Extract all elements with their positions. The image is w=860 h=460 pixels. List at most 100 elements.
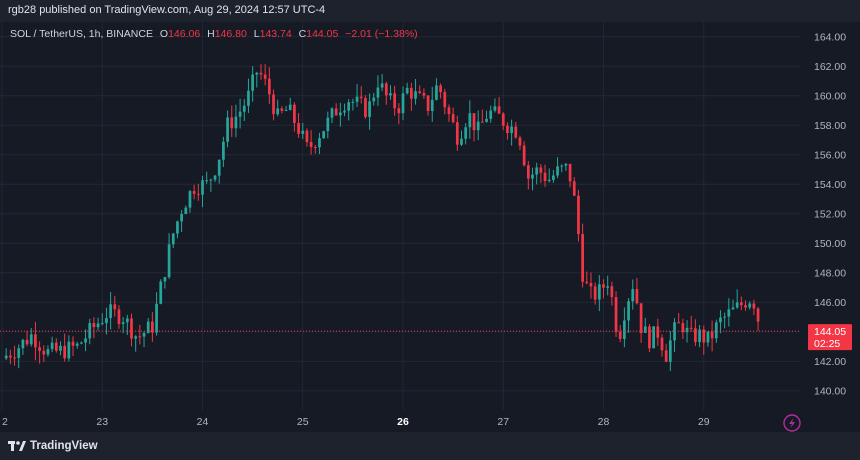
candle-body <box>564 163 568 166</box>
candle-body <box>756 308 760 322</box>
candle-body <box>50 342 54 350</box>
y-tick-label: 164.00 <box>814 31 846 43</box>
candle-body <box>455 122 459 145</box>
tradingview-logo-icon <box>8 440 26 451</box>
candle-body <box>80 342 83 344</box>
candle-body <box>180 214 183 222</box>
time-axis: 2 23 24 25 26 27 28 29 <box>2 416 710 428</box>
candle-body <box>226 117 229 142</box>
close-value: 144.05 <box>306 28 339 40</box>
tradingview-logo[interactable]: TradingView <box>8 440 98 452</box>
candle-body <box>313 147 317 149</box>
candle-body <box>585 281 589 284</box>
y-tick-label: 154.00 <box>814 179 846 191</box>
candle-body <box>284 109 288 111</box>
candle-body <box>125 318 129 323</box>
price-chart[interactable]: 164.00 162.00 160.00 158.00 156.00 154.00 152.… <box>0 22 860 432</box>
candle-body <box>88 323 92 339</box>
candle-body <box>217 159 221 176</box>
candle-body <box>334 108 338 116</box>
y-tick-label: 140.00 <box>814 385 846 397</box>
candle-body <box>163 277 167 282</box>
candle-body <box>694 328 697 343</box>
candle-body <box>689 327 693 329</box>
candle-body <box>272 94 275 115</box>
x-tick-label: 25 <box>297 416 309 428</box>
candle-body <box>518 137 522 146</box>
candle-body <box>543 172 547 182</box>
candle-body <box>514 126 518 138</box>
candle-body <box>673 322 676 341</box>
candle-body <box>372 97 376 102</box>
candle-body <box>105 317 108 324</box>
candle-body <box>489 110 493 119</box>
candle-body <box>597 284 601 300</box>
candle-body <box>222 141 225 160</box>
candle-body <box>384 83 388 96</box>
candle-body <box>351 101 355 103</box>
y-tick-label: 152.00 <box>814 208 846 220</box>
candle-body <box>159 281 163 304</box>
candle-body <box>664 350 668 362</box>
last-price-badge: 144.05 02:25 <box>808 324 852 351</box>
candle-body <box>460 138 463 145</box>
candle-body <box>293 104 296 123</box>
candle-body <box>430 99 434 112</box>
symbol-legend: SOL / TetherUS, 1h, BINANCE O146.06 H146… <box>10 28 418 40</box>
bar-countdown: 02:25 <box>814 338 840 350</box>
candle-body <box>192 191 196 194</box>
change-value: −2.01 (−1.38%) <box>345 28 418 40</box>
candle-body <box>560 165 564 167</box>
candle-body <box>117 309 121 325</box>
candle-body <box>234 116 238 129</box>
y-tick-label: 146.00 <box>814 297 846 309</box>
candle-body <box>656 326 660 338</box>
candle-body <box>635 289 639 304</box>
candle-body <box>359 96 363 99</box>
candle-body <box>301 130 305 134</box>
candle-body <box>230 117 234 129</box>
candle-body <box>171 233 175 245</box>
candle-body <box>130 318 133 339</box>
candle-body <box>556 166 559 176</box>
candle-body <box>54 342 58 351</box>
y-tick-label: 142.00 <box>814 356 846 368</box>
candle-body <box>364 98 367 117</box>
x-tick-label: 24 <box>197 416 209 428</box>
candle-body <box>238 111 242 117</box>
candle-body <box>113 304 117 310</box>
candle-body <box>426 95 430 112</box>
candle-body <box>188 191 192 208</box>
candle-body <box>209 179 213 181</box>
candle-body <box>71 341 75 346</box>
candle-body <box>643 326 647 333</box>
candle-body <box>710 331 714 339</box>
x-tick-label: 28 <box>598 416 610 428</box>
candle-body <box>267 78 271 95</box>
candle-body <box>468 113 472 128</box>
candle-body <box>176 221 179 234</box>
candle-body <box>13 357 16 359</box>
candle-body <box>146 321 150 334</box>
candle-body <box>485 118 488 122</box>
high-label: H <box>207 28 215 40</box>
x-tick-label: 26 <box>397 416 409 428</box>
candle-body <box>100 323 104 325</box>
y-tick-label: 158.00 <box>814 120 846 132</box>
candle-body <box>338 112 342 116</box>
y-tick-label: 156.00 <box>814 149 846 161</box>
candle-body <box>96 323 100 328</box>
candle-body <box>577 195 580 235</box>
candle-body <box>380 83 384 88</box>
candle-body <box>702 329 706 343</box>
candle-body <box>151 321 154 333</box>
candles <box>4 64 760 371</box>
last-price-value: 144.05 <box>814 326 846 338</box>
candle-body <box>368 101 371 117</box>
candle-body <box>435 85 438 100</box>
candle-body <box>739 302 743 306</box>
chart-background <box>0 22 860 432</box>
lightning-icon[interactable] <box>783 414 801 432</box>
candle-body <box>506 125 509 134</box>
candle-body <box>443 92 447 108</box>
